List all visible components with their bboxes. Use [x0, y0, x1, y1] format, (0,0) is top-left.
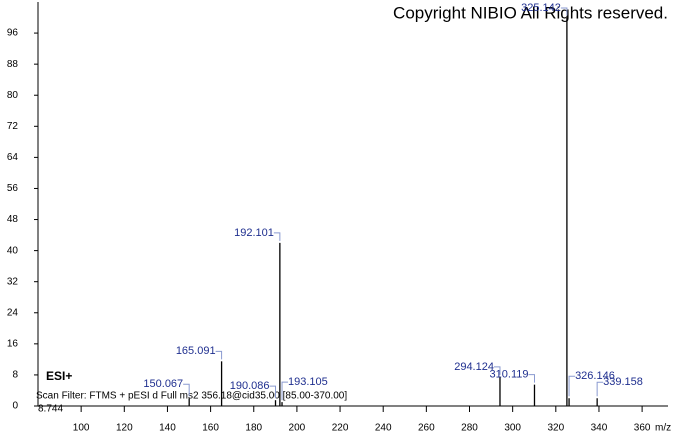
- y-tick-label: 56: [7, 183, 19, 194]
- x-tick-label: 280: [461, 423, 478, 434]
- chart-title: Copyright NIBIO All Rights reserved.: [393, 3, 668, 22]
- x-tick-label: 220: [332, 423, 349, 434]
- x-tick-label: 240: [375, 423, 392, 434]
- peak-label: 150.067: [143, 378, 183, 390]
- label-connector: [528, 374, 535, 383]
- x-tick-label: 320: [547, 423, 564, 434]
- y-tick-label: 72: [7, 121, 19, 132]
- peak-label: 339.158: [603, 376, 643, 388]
- peak-label: 165.091: [176, 345, 216, 357]
- peak-label: 192.101: [234, 227, 274, 239]
- peak-label: 326.146: [575, 370, 615, 382]
- annotation: Scan Filter: FTMS + pESI d Full ms2 356.…: [36, 391, 347, 402]
- label-connector: [596, 381, 604, 397]
- x-tick-label: 100: [73, 423, 90, 434]
- y-tick-label: 64: [7, 152, 19, 163]
- y-tick-label: 16: [7, 338, 19, 349]
- label-connector: [560, 7, 568, 16]
- x-tick-label: 200: [289, 423, 306, 434]
- y-tick-label: 48: [7, 214, 19, 225]
- peak-label: 190.086: [230, 380, 270, 392]
- peak-label: 294.124: [454, 361, 494, 373]
- y-tick-label: 24: [7, 307, 19, 318]
- x-tick-label: 300: [504, 423, 521, 434]
- y-tick-label: 40: [7, 245, 19, 256]
- x-tick-label: 360: [634, 423, 651, 434]
- x-tick-label: 120: [116, 423, 133, 434]
- annotation: ESI+: [46, 369, 72, 383]
- y-tick-label: 96: [7, 28, 19, 39]
- x-tick-label: 180: [245, 423, 262, 434]
- peak-label: 325.142: [521, 2, 561, 14]
- label-connector: [273, 232, 281, 241]
- label-connector: [568, 375, 576, 397]
- x-tick-label: 340: [591, 423, 608, 434]
- label-connector: [183, 383, 190, 397]
- peak-label: 310.119: [490, 369, 529, 381]
- x-axis-label: m/z: [655, 423, 671, 434]
- x-tick-label: 140: [159, 423, 176, 434]
- x-tick-label: 160: [202, 423, 219, 434]
- x-tick-label: 260: [418, 423, 435, 434]
- y-tick-label: 88: [7, 59, 19, 70]
- peak-label: 193.105: [288, 376, 328, 388]
- y-tick-label: 0: [12, 401, 18, 412]
- annotation: 8.744: [38, 404, 63, 415]
- label-connector: [281, 381, 289, 401]
- label-connector: [215, 350, 223, 360]
- y-tick-label: 80: [7, 90, 19, 101]
- label-connector: [493, 366, 501, 375]
- y-tick-label: 32: [7, 276, 19, 287]
- y-tick-label: 8: [12, 370, 18, 381]
- label-connector: [269, 385, 277, 399]
